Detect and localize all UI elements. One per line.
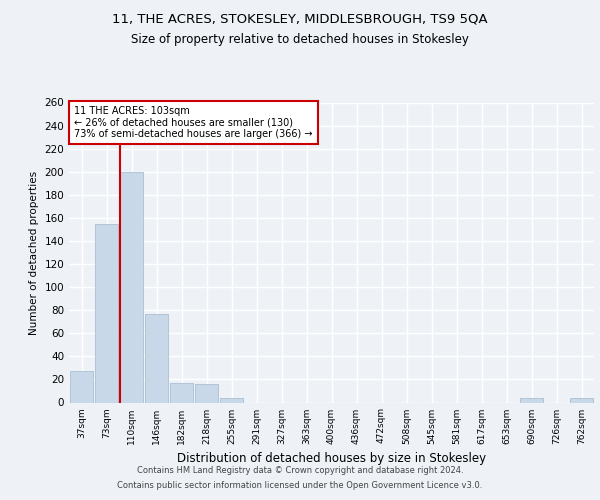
Text: 11, THE ACRES, STOKESLEY, MIDDLESBROUGH, TS9 5QA: 11, THE ACRES, STOKESLEY, MIDDLESBROUGH,…	[112, 12, 488, 26]
Bar	[70, 372, 93, 402]
Bar	[170, 383, 193, 402]
Bar	[145, 314, 168, 402]
Bar	[520, 398, 543, 402]
X-axis label: Distribution of detached houses by size in Stokesley: Distribution of detached houses by size …	[177, 452, 486, 465]
Bar	[95, 224, 118, 402]
Text: Contains public sector information licensed under the Open Government Licence v3: Contains public sector information licen…	[118, 481, 482, 490]
Bar	[120, 172, 143, 402]
Bar	[220, 398, 243, 402]
Text: Contains HM Land Registry data © Crown copyright and database right 2024.: Contains HM Land Registry data © Crown c…	[137, 466, 463, 475]
Text: 11 THE ACRES: 103sqm
← 26% of detached houses are smaller (130)
73% of semi-deta: 11 THE ACRES: 103sqm ← 26% of detached h…	[74, 106, 313, 138]
Y-axis label: Number of detached properties: Number of detached properties	[29, 170, 39, 334]
Text: Size of property relative to detached houses in Stokesley: Size of property relative to detached ho…	[131, 32, 469, 46]
Bar	[195, 384, 218, 402]
Bar	[570, 398, 593, 402]
